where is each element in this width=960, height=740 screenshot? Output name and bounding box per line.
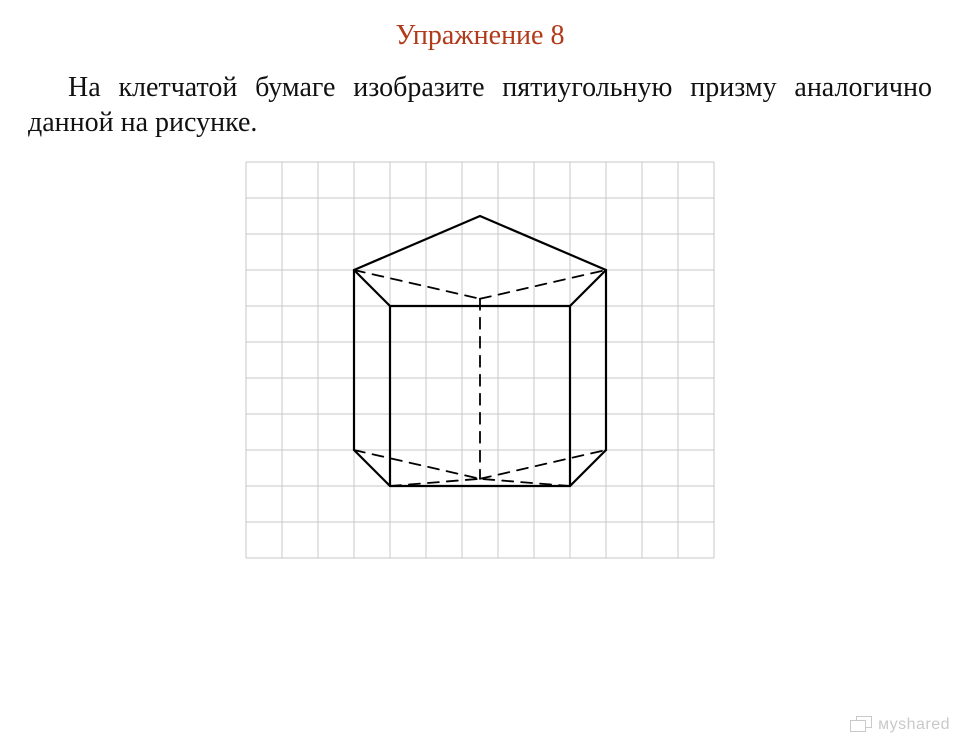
exercise-title: Упражнение 8 (0, 20, 960, 52)
exercise-body: На клетчатой бумаге изобразите пятиуголь… (28, 70, 932, 140)
watermark-icon (850, 716, 872, 734)
watermark-text: мyshared (878, 716, 950, 734)
prism-diagram (242, 158, 718, 562)
exercise-body-text: На клетчатой бумаге изобразите пятиуголь… (28, 72, 932, 138)
watermark: мyshared (850, 716, 950, 734)
figure-container (0, 158, 960, 567)
